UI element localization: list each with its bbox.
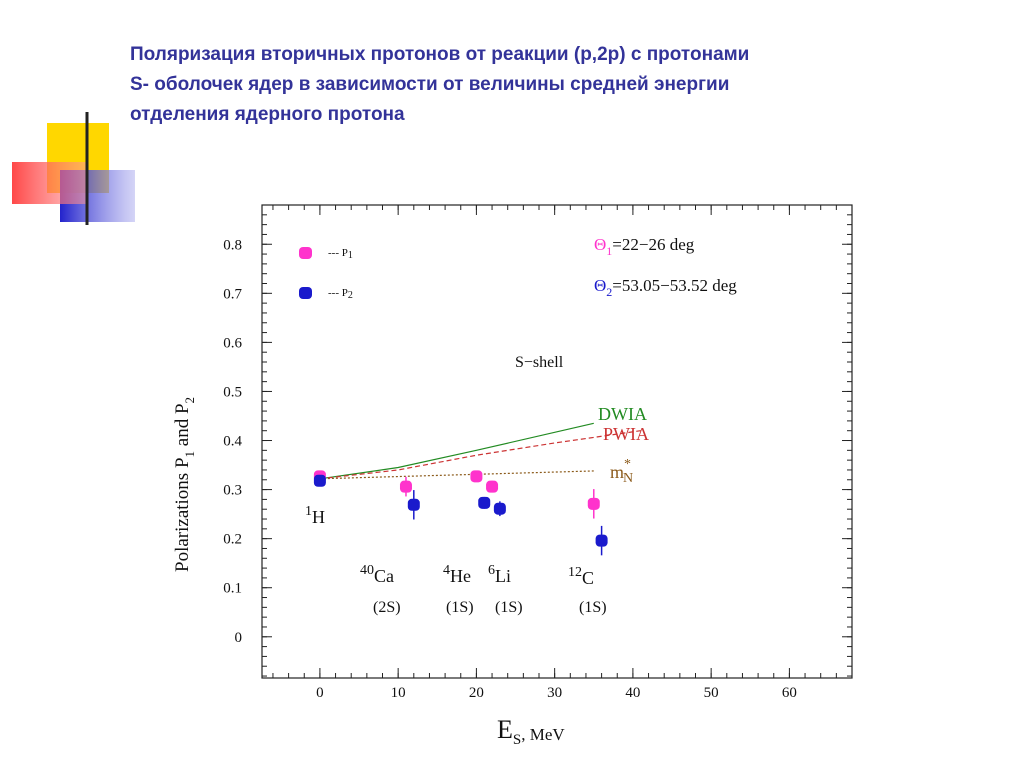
nucleus-label-part: 1 xyxy=(305,504,312,519)
y-axis-label-part: 1 xyxy=(182,451,197,458)
point xyxy=(478,496,491,509)
nucleus-label-part: 4 xyxy=(443,563,450,578)
angle-label-part: =22−26 deg xyxy=(612,235,694,254)
legend-label: --- P1 xyxy=(328,247,353,261)
point xyxy=(595,534,608,547)
legend-marker xyxy=(299,287,312,299)
shell-label: (2S) xyxy=(373,599,401,616)
x-axis-label-part: , MeV xyxy=(521,725,565,744)
curve-label-part: PWIA xyxy=(603,424,649,444)
curve-label-part: * xyxy=(624,457,631,472)
x-axis-label-part: E xyxy=(497,715,513,744)
title-line: S- оболочек ядер в зависимости от величи… xyxy=(130,74,730,95)
point xyxy=(493,502,506,515)
curve-label-part: N xyxy=(623,471,633,486)
x-tick-label: 30 xyxy=(547,685,562,701)
point xyxy=(399,480,412,493)
legend-label-part: --- P xyxy=(328,247,348,259)
y-tick-label: 0.6 xyxy=(223,335,242,351)
nucleus-label-part: 6 xyxy=(488,563,495,578)
y-axis-label: Polarizations P1 and P2 xyxy=(172,397,197,572)
x-tick-label: 50 xyxy=(704,685,719,701)
angle-label-part: Θ xyxy=(594,235,606,254)
curve-label: PWIA xyxy=(603,424,649,444)
curve-label: m* N xyxy=(610,457,633,486)
y-axis-label-part: and P xyxy=(172,403,193,451)
nucleus-label-part: Li xyxy=(495,566,511,586)
nucleus-label-part: C xyxy=(582,568,594,588)
y-tick-label: 0.8 xyxy=(223,237,242,253)
shell-label: (1S) xyxy=(579,599,607,616)
legend-marker xyxy=(299,247,312,259)
annotation: S−shell xyxy=(515,354,564,371)
nucleus-label-part: H xyxy=(312,507,325,527)
x-tick-label: 60 xyxy=(782,685,797,701)
title-line: отделения ядерного протона xyxy=(130,104,405,125)
point xyxy=(407,498,420,511)
angle-label-part: =53.05−53.52 deg xyxy=(612,276,737,295)
x-tick-label: 0 xyxy=(316,685,324,701)
shell-label: (1S) xyxy=(446,599,474,616)
curve xyxy=(319,470,594,480)
legend-label-part: 1 xyxy=(348,250,353,261)
angle-label-part: 2 xyxy=(606,285,612,299)
curve xyxy=(319,422,594,480)
y-tick-label: 0.4 xyxy=(223,434,242,450)
angle-label: Θ1=22−26 deg xyxy=(594,235,695,258)
angle-label: Θ2=53.05−53.52 deg xyxy=(594,276,737,299)
nucleus-label: 12C xyxy=(568,565,594,588)
y-tick-label: 0.2 xyxy=(223,532,242,548)
point xyxy=(486,480,499,493)
point xyxy=(313,474,326,487)
title-line: Поляризация вторичных протонов от реакци… xyxy=(130,44,750,65)
x-axis-label-part: S xyxy=(513,732,521,748)
y-tick-label: 0.5 xyxy=(223,384,242,400)
legend-label: --- P2 xyxy=(328,287,353,301)
legend-label-part: 2 xyxy=(348,290,353,301)
nucleus-label: 1H xyxy=(305,504,325,527)
nucleus-label: 40Ca xyxy=(360,563,394,586)
y-tick-label: 0.7 xyxy=(223,286,242,302)
angle-label-part: Θ xyxy=(594,276,606,295)
title: Поляризация вторичных протонов от реакци… xyxy=(130,40,1010,130)
x-tick-label: 20 xyxy=(469,685,484,701)
y-tick-label: 0 xyxy=(235,630,243,646)
nucleus-label-part: He xyxy=(450,566,471,586)
curve-label: DWIA xyxy=(598,404,647,424)
nucleus-label: 6Li xyxy=(488,563,511,586)
curve-label-part: m xyxy=(610,462,624,482)
decoration xyxy=(12,112,980,225)
nucleus-label-part: Ca xyxy=(374,566,394,586)
y-tick-label: 0.3 xyxy=(223,483,242,499)
x-tick-label: 10 xyxy=(391,685,406,701)
curve xyxy=(319,430,641,480)
point xyxy=(587,497,600,510)
shell-label: (1S) xyxy=(495,599,523,616)
y-axis-label-part: 2 xyxy=(182,397,197,404)
y-tick-label: 0.1 xyxy=(223,581,242,597)
legend-label-part: --- P xyxy=(328,287,348,299)
plot-frame xyxy=(261,204,853,679)
y-axis-label-part: Polarizations P xyxy=(172,457,193,572)
x-axis-label: ES, MeV xyxy=(497,715,565,748)
x-tick-label: 40 xyxy=(625,685,640,701)
point xyxy=(470,470,483,483)
nucleus-label-part: 12 xyxy=(568,565,582,580)
nucleus-label: 4He xyxy=(443,563,471,586)
nucleus-label-part: 40 xyxy=(360,563,374,578)
angle-label-part: 1 xyxy=(606,244,612,258)
curve-label-part: DWIA xyxy=(598,404,647,424)
